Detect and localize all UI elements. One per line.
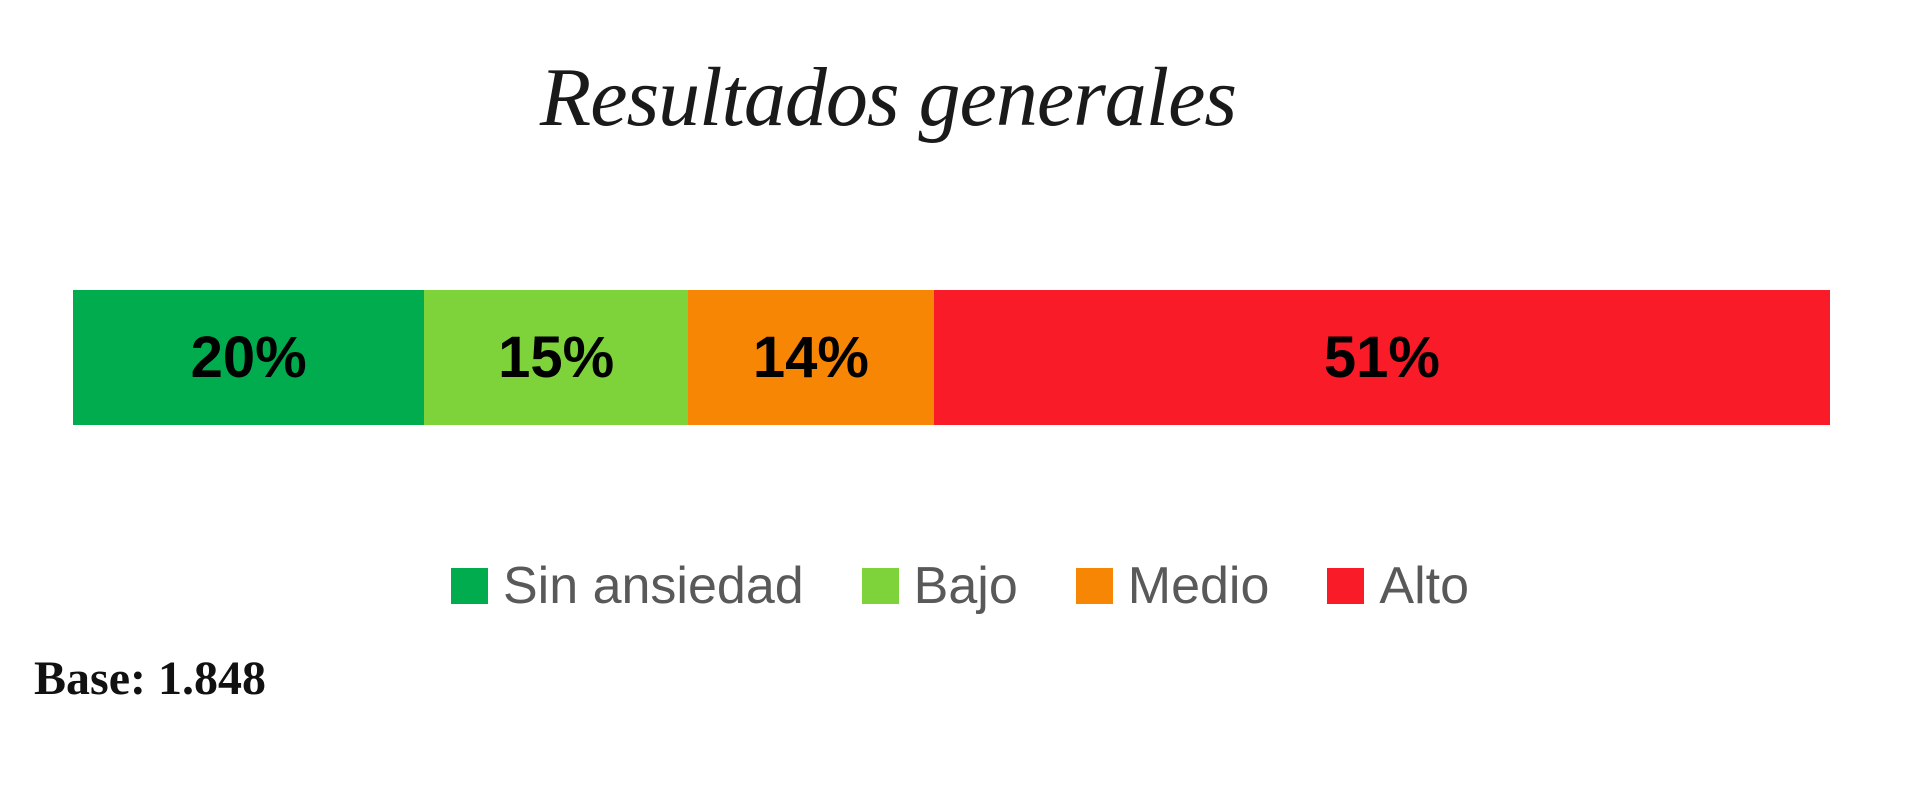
legend-swatch-icon — [861, 568, 899, 604]
bar-segment-alto: 51% — [933, 290, 1830, 425]
value-label-bajo: 15% — [498, 324, 615, 390]
legend-item-bajo: Bajo — [861, 557, 1018, 615]
value-label-alto: 51% — [1323, 324, 1441, 390]
bar-segment-medio: 14% — [687, 290, 934, 425]
legend-label: Bajo — [913, 557, 1018, 615]
legend-item-sin-ansiedad: Sin ansiedad — [450, 557, 804, 615]
value-label-sin-ansiedad: 20% — [190, 324, 307, 390]
legend-item-medio: Medio — [1075, 557, 1270, 615]
legend-swatch-icon — [450, 568, 488, 604]
bar-segment-sin-ansiedad: 20% — [73, 290, 425, 425]
legend-swatch-icon — [1075, 568, 1113, 604]
base-note: Base: 1.848 — [34, 652, 266, 705]
bar-segment-bajo: 15% — [424, 290, 688, 425]
chart-title: Resultados generales — [539, 51, 1237, 144]
legend-label: Medio — [1127, 557, 1270, 615]
legend-label: Sin ansiedad — [502, 557, 804, 615]
legend-label: Alto — [1379, 557, 1469, 615]
legend-item-alto: Alto — [1327, 560, 1469, 612]
legend-swatch-icon — [1327, 568, 1365, 604]
value-label-medio: 14% — [752, 324, 869, 390]
stacked-bar: 20% 15% 14% 51% — [73, 290, 1830, 425]
chart-legend: Sin ansiedad Bajo Medio Alto — [0, 560, 1920, 612]
